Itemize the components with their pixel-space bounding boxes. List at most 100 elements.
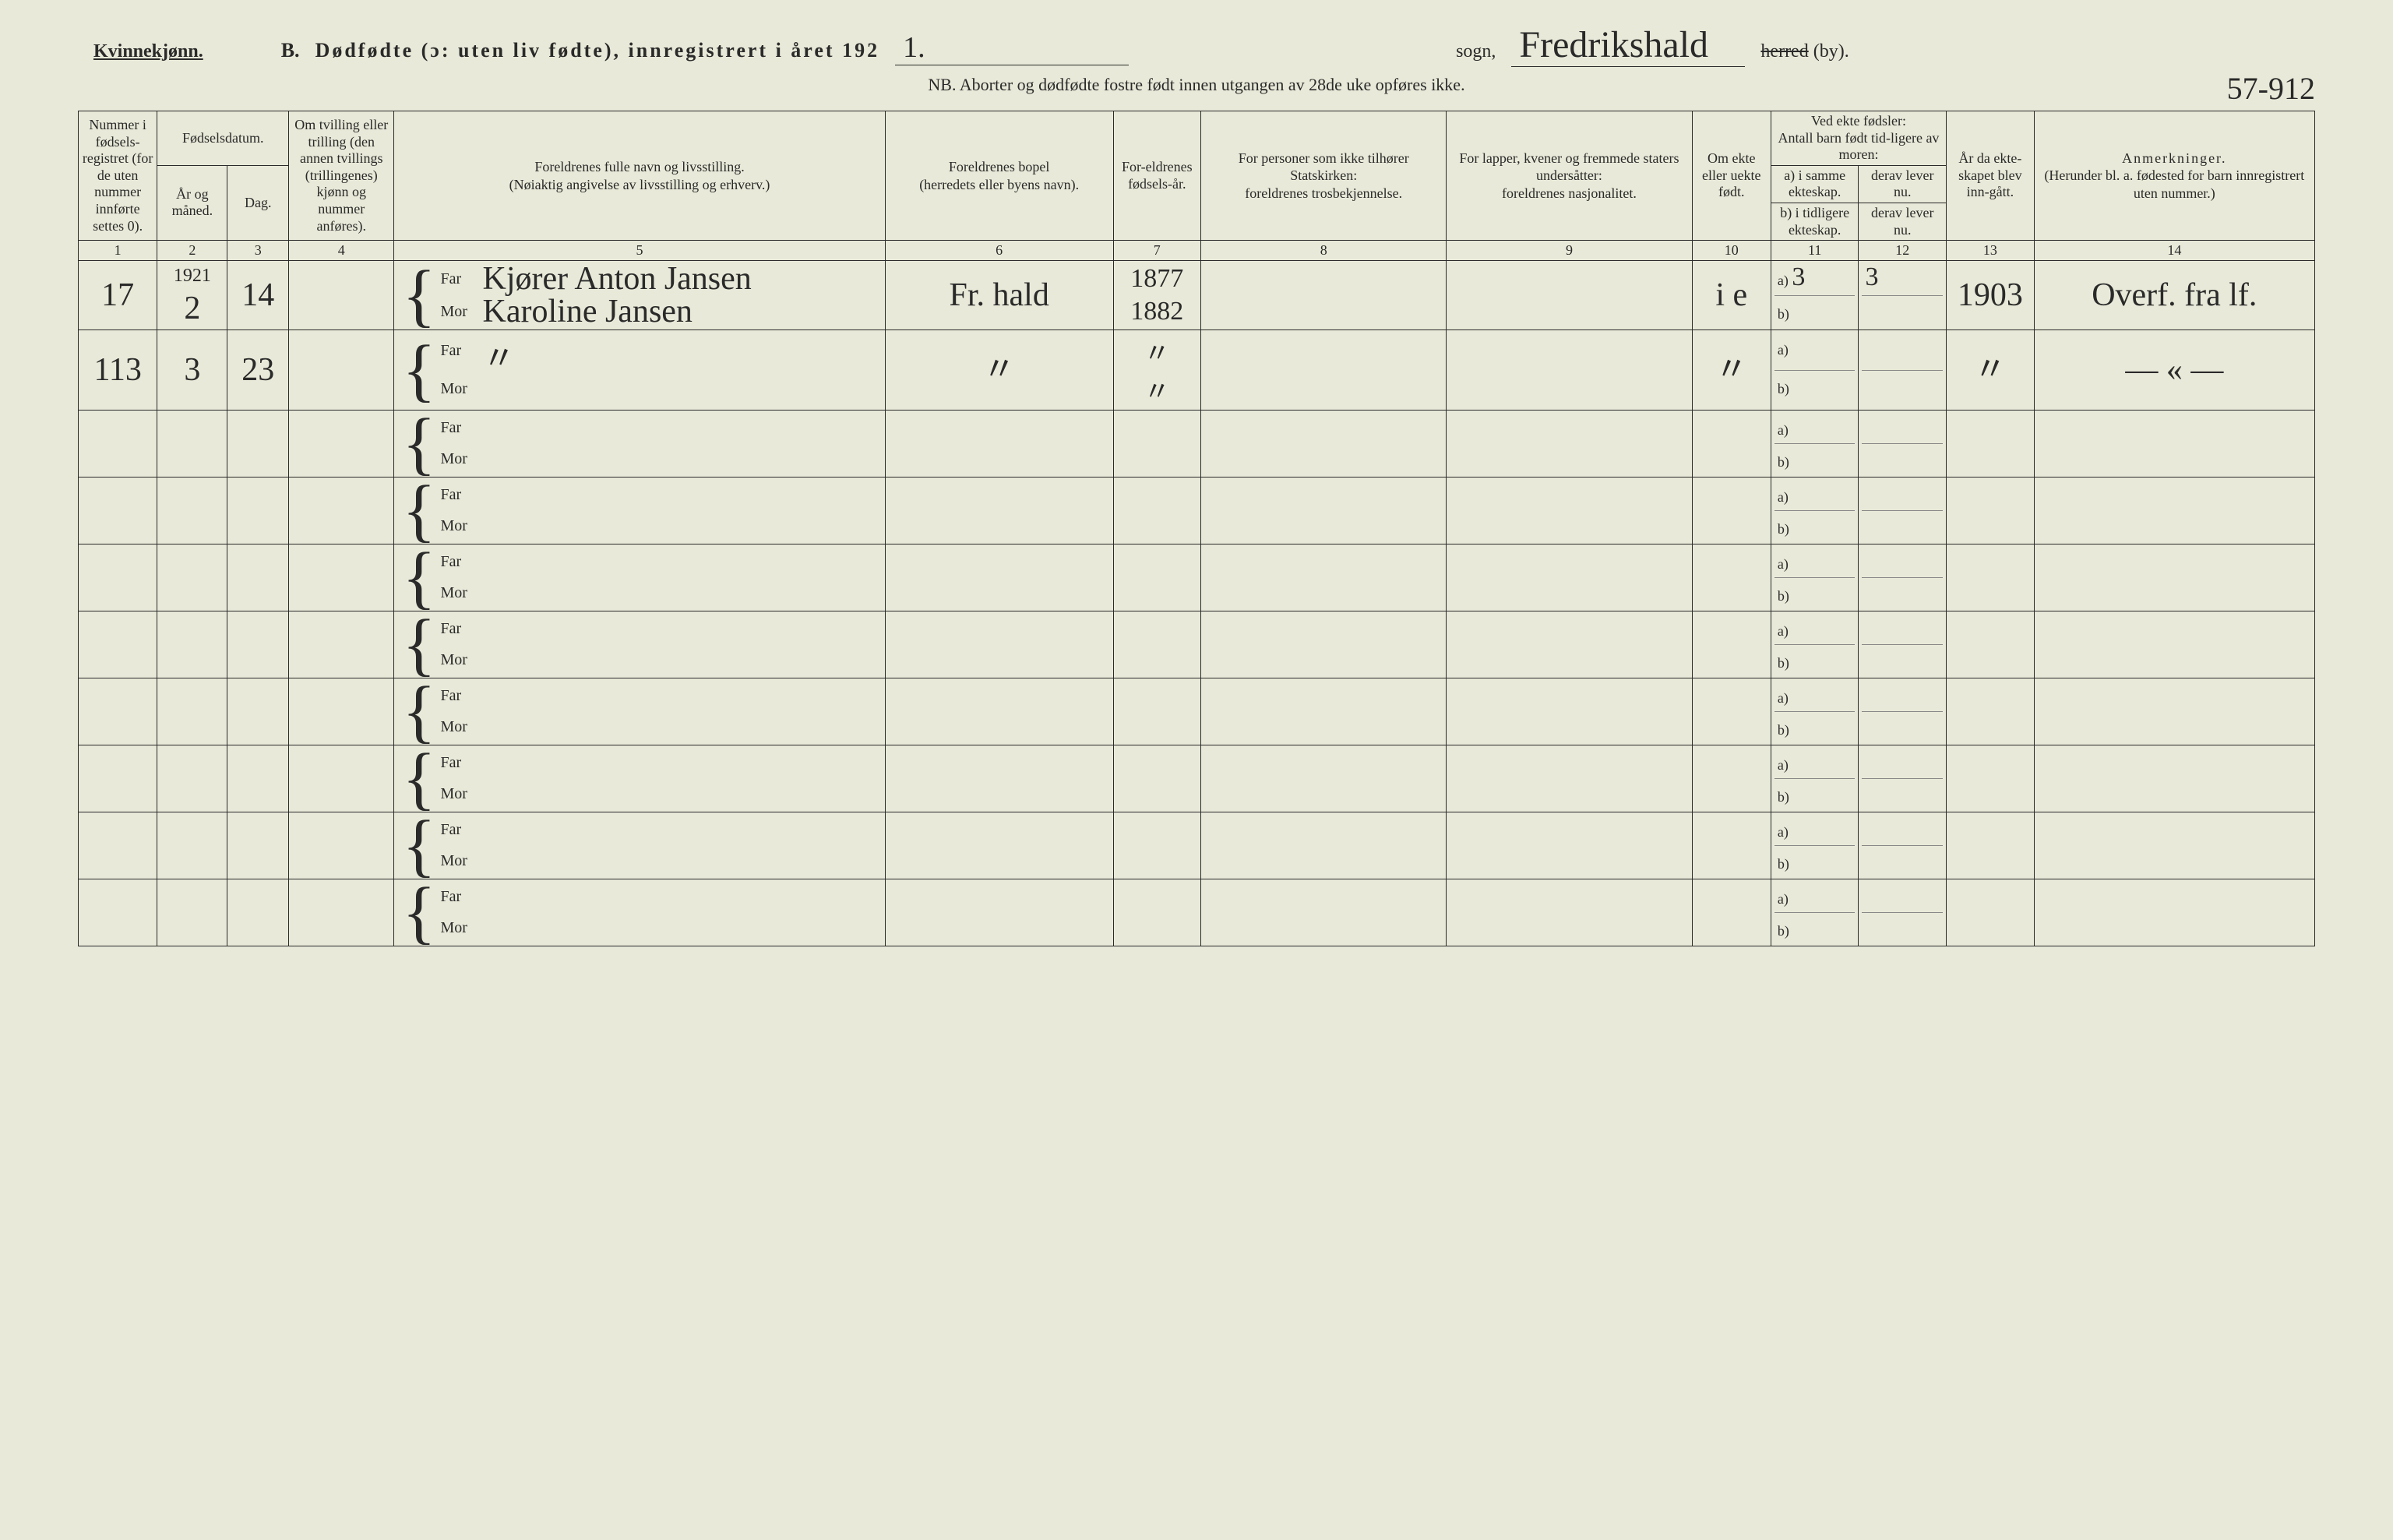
th-12a: derav lever nu. <box>1859 165 1947 203</box>
far-label: Far <box>441 486 475 504</box>
col-num-3: 3 <box>227 241 289 261</box>
ab-b <box>1862 296 1943 329</box>
th-foreldre-navn: Foreldrenes fulle navn og livsstilling. … <box>394 111 885 241</box>
empty-cell <box>1692 812 1771 879</box>
ab-cell <box>1859 812 1947 879</box>
ab-a: a) <box>1774 332 1856 371</box>
th-ekte: Om ekte eller uekte født. <box>1692 111 1771 241</box>
empty-cell <box>79 879 157 946</box>
th-tros-top: For personer som ikke tilhører Statskirk… <box>1204 150 1443 185</box>
empty-cell <box>289 611 394 678</box>
far-label: Far <box>441 687 475 705</box>
empty-cell <box>2034 745 2314 812</box>
table-row: {FarMora) b) <box>79 812 2315 879</box>
register-table: Nummer i fødsels-registret (for de uten … <box>78 111 2315 946</box>
empty-cell <box>1947 678 2035 745</box>
empty-cell <box>1201 544 1447 611</box>
ab-b <box>1862 913 1943 944</box>
far-label: Far <box>441 342 475 360</box>
empty-cell <box>1947 611 2035 678</box>
ab-b: b) <box>1774 846 1856 877</box>
th-ar-maned: År og måned. <box>157 165 227 240</box>
empty-cell <box>1447 544 1692 611</box>
ab-a: a) <box>1774 546 1856 578</box>
empty-cell <box>2034 544 2314 611</box>
empty-cell <box>227 812 289 879</box>
mor-label: Mor <box>441 584 475 602</box>
th-fodselar: For-eldrenes fødsels-år. <box>1113 111 1201 241</box>
day-cell: 14 <box>227 261 289 330</box>
empty-cell <box>227 611 289 678</box>
anmerk-cell: — « — <box>2034 330 2314 411</box>
ab-a <box>1862 546 1943 578</box>
empty-cell <box>289 544 394 611</box>
ab-cell: 3 <box>1859 261 1947 330</box>
far-label: Far <box>441 754 475 772</box>
twin-cell <box>289 330 394 411</box>
brace-open-icon: { <box>397 479 440 542</box>
ab-b <box>1862 645 1943 676</box>
ab-a <box>1862 680 1943 712</box>
ab-a <box>1862 332 1943 371</box>
col-num-11: 11 <box>1771 241 1859 261</box>
empty-cell <box>885 544 1113 611</box>
ab-b <box>1862 779 1943 810</box>
empty-cell <box>289 812 394 879</box>
th-12b: derav lever nu. <box>1859 203 1947 240</box>
ab-a <box>1862 747 1943 779</box>
far-label: Far <box>441 620 475 638</box>
far-label: Far <box>441 888 475 906</box>
empty-cell <box>885 879 1113 946</box>
ab-cell <box>1859 544 1947 611</box>
ab-cell <box>1859 611 1947 678</box>
row-number: 113 <box>79 330 157 411</box>
ab-cell: a) b) <box>1771 879 1859 946</box>
parents-cell: {Far Mor <box>394 478 885 544</box>
th-foreldre-navn-sub: (Nøiaktig angivelse av livsstilling og e… <box>397 176 881 194</box>
mor-label: Mor <box>441 651 475 669</box>
empty-cell <box>157 611 227 678</box>
empty-cell <box>1113 678 1201 745</box>
far-name: Kjører Anton Jansen <box>483 263 882 295</box>
empty-cell <box>79 544 157 611</box>
ab-cell <box>1859 745 1947 812</box>
th-dag: Dag. <box>227 165 289 240</box>
parents-cell: {FarMorKjører Anton JansenKaroline Janse… <box>394 261 885 330</box>
brace-open-icon: { <box>397 263 440 328</box>
ab-a <box>1862 412 1943 444</box>
empty-cell <box>79 411 157 478</box>
ab-a: a) <box>1774 613 1856 645</box>
empty-cell <box>885 678 1113 745</box>
empty-cell <box>1447 611 1692 678</box>
anmerk-cell: Overf. fra lf. <box>2034 261 2314 330</box>
col-num-14: 14 <box>2034 241 2314 261</box>
ab-a <box>1862 881 1943 913</box>
ab-a <box>1862 613 1943 645</box>
th-nummer: Nummer i fødsels-registret (for de uten … <box>79 111 157 241</box>
empty-cell <box>1947 411 2035 478</box>
col-num-6: 6 <box>885 241 1113 261</box>
empty-cell <box>1447 812 1692 879</box>
ab-cell <box>1859 879 1947 946</box>
ab-cell <box>1859 478 1947 544</box>
brace-open-icon: { <box>397 814 440 877</box>
empty-cell <box>227 544 289 611</box>
empty-cell <box>227 879 289 946</box>
mor-label: Mor <box>441 517 475 535</box>
th-anmerk: Anmerkninger. (Herunder bl. a. fødested … <box>2034 111 2314 241</box>
header-line-1: Kvinnekjønn. B. Dødfødte (ɔ: uten liv fø… <box>31 23 2362 67</box>
ab-cell: a) b) <box>1771 330 1859 411</box>
empty-cell <box>1947 812 2035 879</box>
herred-label: herred (by). <box>1760 41 1848 62</box>
col-num-8: 8 <box>1201 241 1447 261</box>
parents-cell: {FarMor〃 <box>394 330 885 411</box>
ab-b <box>1862 371 1943 409</box>
ab-cell <box>1859 330 1947 411</box>
far-label: Far <box>441 553 475 571</box>
brace-open-icon: { <box>397 412 440 475</box>
empty-cell <box>885 478 1113 544</box>
ab-a <box>1862 479 1943 511</box>
col-num-13: 13 <box>1947 241 2035 261</box>
col-num-7: 7 <box>1113 241 1201 261</box>
empty-cell <box>227 478 289 544</box>
